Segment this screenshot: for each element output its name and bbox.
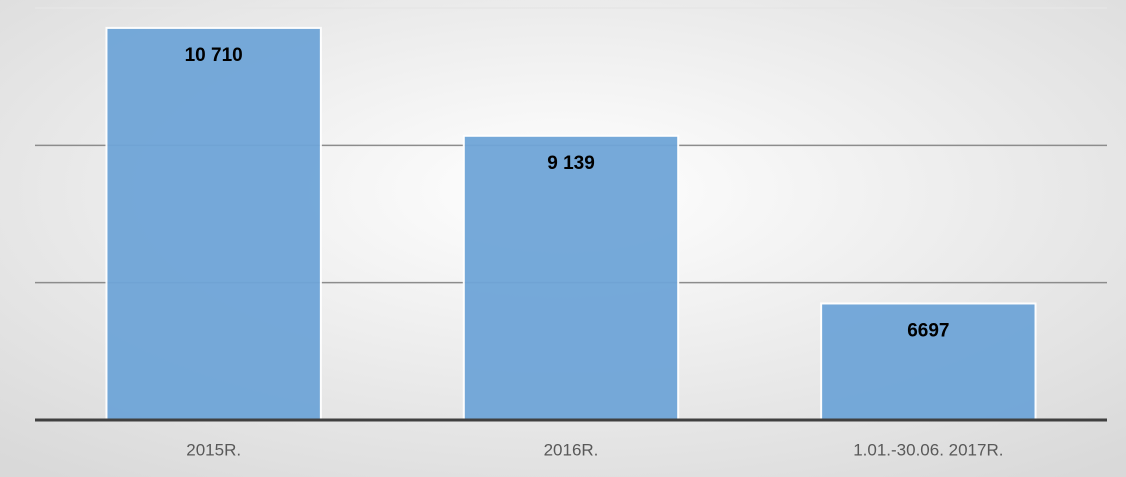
data-label: 9 139 xyxy=(547,153,595,174)
bar xyxy=(462,134,680,421)
data-label: 10 710 xyxy=(185,45,243,66)
x-tick-label: 2016R. xyxy=(544,440,599,459)
x-tick-label: 2015R. xyxy=(186,440,241,459)
data-label: 6697 xyxy=(907,320,949,341)
x-tick-label: 1.01.-30.06. 2017R. xyxy=(853,440,1003,459)
bar xyxy=(105,26,322,422)
